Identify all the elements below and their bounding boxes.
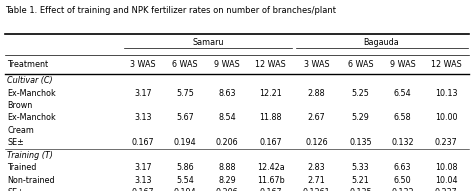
Text: 0.194: 0.194 bbox=[173, 138, 196, 147]
Text: 5.67: 5.67 bbox=[176, 113, 194, 122]
Text: SE±: SE± bbox=[7, 188, 24, 191]
Text: Non-trained: Non-trained bbox=[7, 176, 55, 185]
Text: 0.132: 0.132 bbox=[391, 138, 414, 147]
Text: 10.00: 10.00 bbox=[435, 113, 457, 122]
Text: Table 1. Effect of training and NPK fertilizer rates on number of branches/plant: Table 1. Effect of training and NPK fert… bbox=[5, 6, 336, 15]
Text: 12 WAS: 12 WAS bbox=[431, 60, 462, 70]
Text: Ex-Manchok: Ex-Manchok bbox=[7, 89, 56, 98]
Text: 2.83: 2.83 bbox=[308, 163, 326, 172]
Text: 5.33: 5.33 bbox=[352, 163, 369, 172]
Text: 6.54: 6.54 bbox=[393, 89, 411, 98]
Text: 0.1261: 0.1261 bbox=[303, 188, 330, 191]
Text: 8.63: 8.63 bbox=[218, 89, 236, 98]
Text: 5.21: 5.21 bbox=[352, 176, 369, 185]
Text: 0.206: 0.206 bbox=[216, 188, 238, 191]
Text: 6 WAS: 6 WAS bbox=[172, 60, 198, 70]
Text: Cream: Cream bbox=[7, 126, 34, 135]
Text: 0.167: 0.167 bbox=[259, 138, 282, 147]
Text: 3.13: 3.13 bbox=[134, 113, 152, 122]
Text: 0.126: 0.126 bbox=[305, 138, 328, 147]
Text: 5.86: 5.86 bbox=[176, 163, 194, 172]
Text: 0.135: 0.135 bbox=[349, 188, 372, 191]
Text: 2.88: 2.88 bbox=[308, 89, 326, 98]
Text: 2.67: 2.67 bbox=[308, 113, 326, 122]
Text: Trained: Trained bbox=[7, 163, 36, 172]
Text: 3 WAS: 3 WAS bbox=[130, 60, 156, 70]
Text: 6.50: 6.50 bbox=[393, 176, 411, 185]
Text: 0.132: 0.132 bbox=[391, 188, 414, 191]
Text: Ex-Manchok: Ex-Manchok bbox=[7, 113, 56, 122]
Text: 0.167: 0.167 bbox=[132, 138, 155, 147]
Text: 6.63: 6.63 bbox=[394, 163, 411, 172]
Text: 11.88: 11.88 bbox=[260, 113, 282, 122]
Text: 12.42a: 12.42a bbox=[257, 163, 285, 172]
Text: 8.29: 8.29 bbox=[218, 176, 236, 185]
Text: 2.71: 2.71 bbox=[308, 176, 326, 185]
Text: 3 WAS: 3 WAS bbox=[304, 60, 329, 70]
Text: 8.88: 8.88 bbox=[218, 163, 236, 172]
Text: 9 WAS: 9 WAS bbox=[390, 60, 415, 70]
Text: 8.54: 8.54 bbox=[218, 113, 236, 122]
Text: 5.75: 5.75 bbox=[176, 89, 194, 98]
Text: Treatment: Treatment bbox=[7, 60, 48, 70]
Text: Cultivar (C): Cultivar (C) bbox=[7, 76, 53, 85]
Text: 0.167: 0.167 bbox=[259, 188, 282, 191]
Text: 0.167: 0.167 bbox=[132, 188, 155, 191]
Text: Samaru: Samaru bbox=[192, 38, 224, 47]
Text: 11.67b: 11.67b bbox=[257, 176, 285, 185]
Text: 0.194: 0.194 bbox=[173, 188, 196, 191]
Text: 10.13: 10.13 bbox=[435, 89, 457, 98]
Text: 10.04: 10.04 bbox=[435, 176, 457, 185]
Text: 12.21: 12.21 bbox=[259, 89, 282, 98]
Text: 6.58: 6.58 bbox=[393, 113, 411, 122]
Text: Bagauda: Bagauda bbox=[364, 38, 400, 47]
Text: Brown: Brown bbox=[7, 101, 32, 110]
Text: SE±: SE± bbox=[7, 138, 24, 147]
Text: 9 WAS: 9 WAS bbox=[214, 60, 240, 70]
Text: 6 WAS: 6 WAS bbox=[348, 60, 374, 70]
Text: 3.17: 3.17 bbox=[134, 163, 152, 172]
Text: 0.237: 0.237 bbox=[435, 138, 458, 147]
Text: 0.237: 0.237 bbox=[435, 188, 458, 191]
Text: 5.29: 5.29 bbox=[352, 113, 369, 122]
Text: 0.206: 0.206 bbox=[216, 138, 238, 147]
Text: 12 WAS: 12 WAS bbox=[255, 60, 286, 70]
Text: 5.25: 5.25 bbox=[352, 89, 369, 98]
Text: 3.13: 3.13 bbox=[134, 176, 152, 185]
Text: 10.08: 10.08 bbox=[435, 163, 457, 172]
Text: 3.17: 3.17 bbox=[134, 89, 152, 98]
Text: Training (T): Training (T) bbox=[7, 151, 53, 160]
Text: 0.135: 0.135 bbox=[349, 138, 372, 147]
Text: 5.54: 5.54 bbox=[176, 176, 194, 185]
